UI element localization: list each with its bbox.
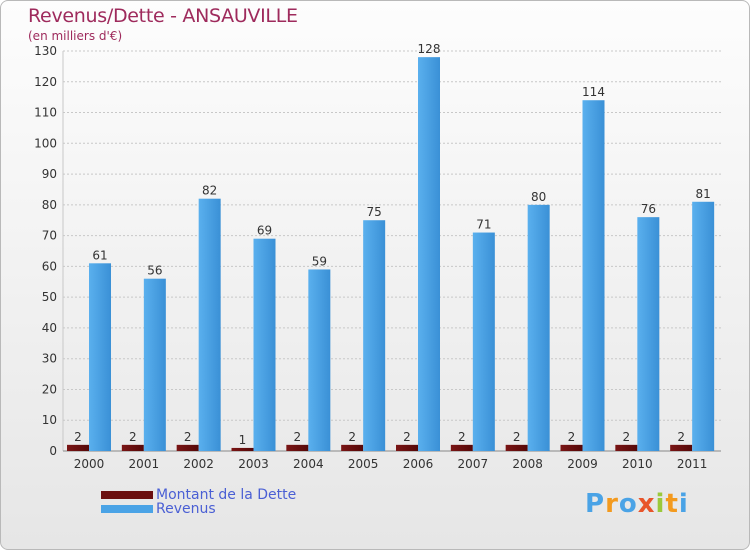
legend-item-revenus: Revenus [101,501,216,517]
y-tick-label: 130 [34,44,57,58]
y-tick-label: 50 [42,290,57,304]
y-tick-label: 20 [42,382,57,396]
x-tick-label-2008: 2008 [512,457,543,471]
data-label-dette-2000: 2 [74,430,82,444]
y-tick-label: 110 [34,106,57,120]
bar-dette-2002 [176,444,199,451]
bar-revenus-2002 [198,198,221,451]
y-tick-label: 120 [34,75,57,89]
bar-dette-2009 [560,444,583,451]
data-label-revenus-2006: 128 [418,42,441,56]
bar-dette-2003 [231,447,254,451]
y-tick-label: 60 [42,259,57,273]
data-label-revenus-2008: 80 [531,190,546,204]
data-label-dette-2009: 2 [568,430,576,444]
data-label-dette-2002: 2 [184,430,192,444]
bar-revenus-2007 [472,232,495,451]
bar-dette-2000 [67,444,89,451]
data-label-dette-2011: 2 [677,430,685,444]
x-tick-label-2009: 2009 [567,457,598,471]
bar-dette-2011 [670,444,693,451]
data-label-dette-2004: 2 [294,430,302,444]
y-tick-label: 40 [42,321,57,335]
legend-swatch-dette [101,491,153,499]
data-label-revenus-2003: 69 [257,224,272,238]
bar-dette-2007 [450,444,473,451]
data-label-dette-2007: 2 [458,430,466,444]
bar-revenus-2008 [527,204,550,451]
bar-dette-2005 [341,444,364,451]
bar-dette-2004 [286,444,309,451]
bar-revenus-2005 [363,220,386,451]
legend-label-revenus: Revenus [156,501,216,517]
legend-item-dette: Montant de la Dette [101,487,296,503]
chart-subtitle: (en milliers d'€) [28,29,123,43]
bar-revenus-2001 [143,278,166,451]
legend-swatch-revenus [101,505,153,513]
data-label-revenus-2004: 59 [312,254,327,268]
x-tick-label-2011: 2011 [677,457,708,471]
data-label-revenus-2000: 61 [92,248,107,262]
data-label-dette-2006: 2 [403,430,411,444]
x-tick-label-2007: 2007 [458,457,489,471]
data-label-dette-2005: 2 [348,430,356,444]
data-label-revenus-2011: 81 [696,187,711,201]
legend-label-dette: Montant de la Dette [156,487,297,503]
data-label-revenus-2005: 75 [367,205,382,219]
x-tick-label-2006: 2006 [403,457,434,471]
x-tick-label-2003: 2003 [238,457,269,471]
data-label-dette-2003: 1 [239,433,247,447]
bar-dette-2001 [121,444,144,451]
y-tick-label: 30 [42,352,57,366]
data-label-revenus-2007: 71 [476,218,491,232]
y-tick-label: 90 [42,167,57,181]
bar-dette-2008 [505,444,528,451]
bar-revenus-2000 [89,263,111,451]
bar-revenus-2003 [253,238,276,451]
x-tick-label-2004: 2004 [293,457,324,471]
bar-revenus-2006 [418,57,440,452]
chart-title: Revenus/Dette - ANSAUVILLE [28,5,298,27]
y-tick-label: 70 [42,229,57,243]
data-label-dette-2001: 2 [129,430,137,444]
x-tick-label-2010: 2010 [622,457,653,471]
bar-dette-2006 [396,444,418,451]
bar-revenus-2011 [692,201,715,451]
x-tick-label-2002: 2002 [183,457,214,471]
x-tick-label-2005: 2005 [348,457,379,471]
y-tick-label: 80 [42,198,57,212]
y-tick-label: 10 [42,413,57,427]
y-tick-label: 0 [49,444,57,458]
proxiti-logo: Proxiti [585,489,689,519]
data-label-dette-2010: 2 [623,430,631,444]
bar-revenus-2009 [582,100,605,451]
bar-revenus-2004 [308,269,331,451]
bar-dette-2010 [615,444,638,451]
x-tick-label-2001: 2001 [129,457,160,471]
x-tick-label-2000: 2000 [74,457,105,471]
bar-revenus-2010 [637,217,660,451]
data-label-revenus-2009: 114 [582,85,605,99]
data-label-revenus-2001: 56 [147,264,162,278]
data-label-revenus-2010: 76 [641,202,656,216]
data-label-dette-2008: 2 [513,430,521,444]
y-tick-label: 100 [34,136,57,150]
data-label-revenus-2002: 82 [202,184,217,198]
